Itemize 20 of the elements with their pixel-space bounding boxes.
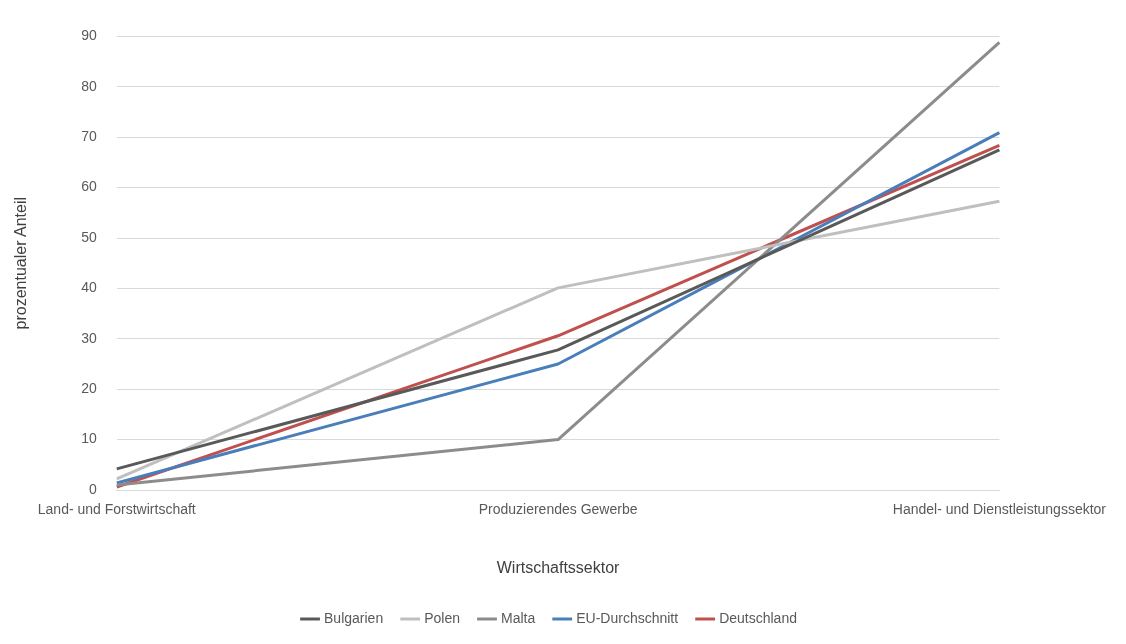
x-tick-label: Handel- und Dienstleistungssektor <box>892 501 1107 518</box>
legend-label: Deutschland <box>719 609 797 626</box>
y-tick-label: 40 <box>81 279 97 296</box>
legend-label: Bulgarien <box>324 609 384 626</box>
x-tick-label: Produzierendes Gewerbe <box>478 501 638 518</box>
x-tick-label: Land- und Forstwirtschaft <box>37 501 196 518</box>
y-tick-label: 30 <box>81 329 97 346</box>
y-tick-label: 20 <box>81 380 97 397</box>
y-tick-label: 0 <box>88 480 97 497</box>
y-axis-title: prozentualer Anteil <box>12 196 30 330</box>
y-tick-label: 50 <box>81 228 97 245</box>
y-tick-label: 70 <box>81 128 97 145</box>
legend-label: Polen <box>424 609 460 626</box>
legend-label: Malta <box>500 609 536 626</box>
y-tick-label: 60 <box>81 178 97 195</box>
y-tick-label: 80 <box>81 77 97 94</box>
x-axis-title: Wirtschaftssektor <box>496 558 621 576</box>
legend-label: EU-Durchschnitt <box>576 609 679 626</box>
y-tick-label: 90 <box>81 27 97 44</box>
y-tick-label: 10 <box>81 430 97 447</box>
